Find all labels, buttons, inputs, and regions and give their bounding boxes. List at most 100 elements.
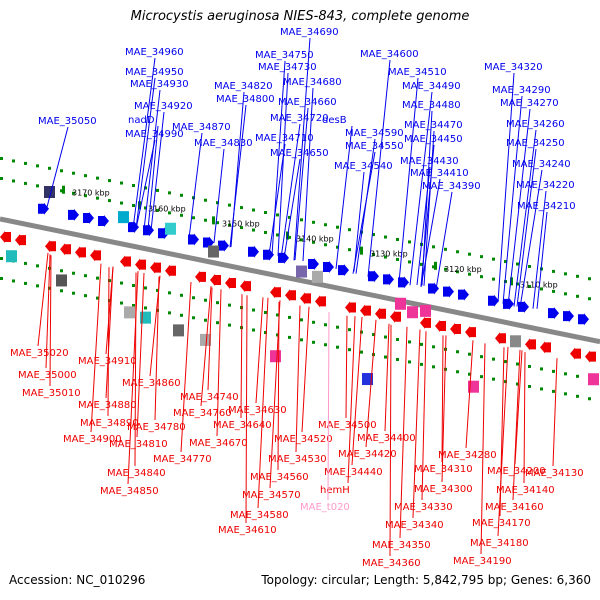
gene-label-top: MAE_34750 [255,50,314,61]
tick-mark [204,298,207,302]
gene-leader-top [271,60,286,256]
tick-mark [504,360,507,364]
feature-box [588,373,599,386]
forward-gene-arrow [248,245,259,258]
gene-label-bottom: MAE_t020 [300,502,350,513]
reverse-gene-arrow [435,319,446,332]
genome-title: Microcystis aeruginosa NIES-843, complet… [130,9,470,24]
gene-label-top: MAE_34210 [517,201,576,212]
gene-leader-top [302,87,314,262]
accession-text: Accession: NC_010296 [9,573,146,587]
forward-gene-arrow [188,233,199,246]
gene-label-bottom: MAE_34580 [230,510,289,521]
tick-mark [144,206,147,210]
tick-mark [108,299,111,303]
tick-mark [108,179,111,183]
gene-leader-bottom [384,323,390,432]
tick-mark [84,294,87,298]
gene-label-top: MAE_34830 [194,138,253,149]
tick-mark [264,230,267,234]
forward-gene-arrow [428,282,439,295]
tick-mark [24,161,27,165]
gene-leader-bottom [412,329,421,519]
scale-tick [510,277,513,286]
gene-label-bottom: MAE_34760 [173,408,232,419]
tick-mark [72,291,75,295]
gene-leader-bottom [441,335,447,483]
tick-mark [228,303,231,307]
gene-label-bottom: MAE_34560 [250,472,309,483]
tick-mark [24,261,27,265]
gene-leader-top [420,144,435,286]
gene-leader-top [513,129,537,307]
tick-mark [60,269,63,273]
tick-mark [216,301,219,305]
gene-label-bottom: MAE_34400 [357,433,416,444]
tick-mark [288,235,291,239]
gene-label-top: MAE_34270 [500,98,559,109]
feature-box [270,350,281,363]
tick-mark [336,325,339,329]
forward-gene-arrow [203,236,214,249]
gene-label-bottom: MAE_34910 [78,356,137,367]
tick-mark [420,342,423,346]
gene-leader-bottom [345,315,348,419]
forward-gene-arrow [83,211,94,224]
tick-mark [516,282,519,286]
forward-gene-arrow [383,273,394,286]
gene-leader-bottom [257,297,269,509]
tick-mark [468,272,471,276]
forward-gene-arrow [278,251,289,264]
tick-mark [240,206,243,210]
tick-mark [0,277,3,280]
scale-label: 3130 kbp [370,250,408,259]
feature-box [468,380,479,393]
gene-label-top: MAE_34510 [388,67,447,78]
scale-tick [360,246,363,255]
gene-label-top: MAE_34930 [130,79,189,90]
tick-mark [504,380,507,384]
gene-leader-bottom [295,305,301,453]
gene-leader-bottom [105,266,114,399]
gene-label-top: MAE_34870 [172,122,231,133]
tick-mark [300,238,303,242]
tick-mark [132,183,135,187]
tick-mark [156,308,159,312]
forward-gene-arrow [98,215,109,228]
gene-label-top: MAE_34250 [506,138,565,149]
gene-leader-bottom [240,294,243,419]
forward-gene-arrow [218,239,229,252]
tick-mark [540,287,543,291]
reverse-gene-arrow [390,310,401,323]
gene-leader-bottom [327,312,330,501]
scale-tick [62,185,65,194]
gene-label-bottom: MAE_34840 [107,468,166,479]
gene-label-top: MAE_34470 [404,120,463,131]
tick-mark [408,240,411,244]
gene-leader-top [229,104,247,248]
tick-mark [180,293,183,297]
reverse-gene-arrow [75,246,86,259]
gene-leader-top [277,72,289,256]
gene-label-top: MAE_34690 [280,27,339,38]
tick-mark [300,338,303,342]
gene-label-top: MAE_34290 [492,85,551,96]
gene-label-bottom: MAE_34310 [414,464,473,475]
tick-mark [384,335,387,339]
reverse-gene-arrow [90,249,101,262]
gene-leader-bottom [465,340,474,449]
reverse-gene-arrow [120,255,131,268]
tick-mark [96,296,99,300]
reverse-gene-arrow [450,323,461,336]
gene-label-top: MAE_34920 [134,101,193,112]
tick-mark [492,277,495,281]
tick-mark [528,384,531,388]
tick-mark [432,265,435,269]
gene-label-bottom: MAE_34350 [372,540,431,551]
gene-leader-bottom [421,331,427,501]
tick-mark [192,296,195,300]
gene-label-top: MAE_34540 [334,161,393,172]
gene-label-bottom: MAE_34300 [414,484,473,495]
reverse-gene-arrow [345,301,356,314]
tick-mark [180,213,183,217]
